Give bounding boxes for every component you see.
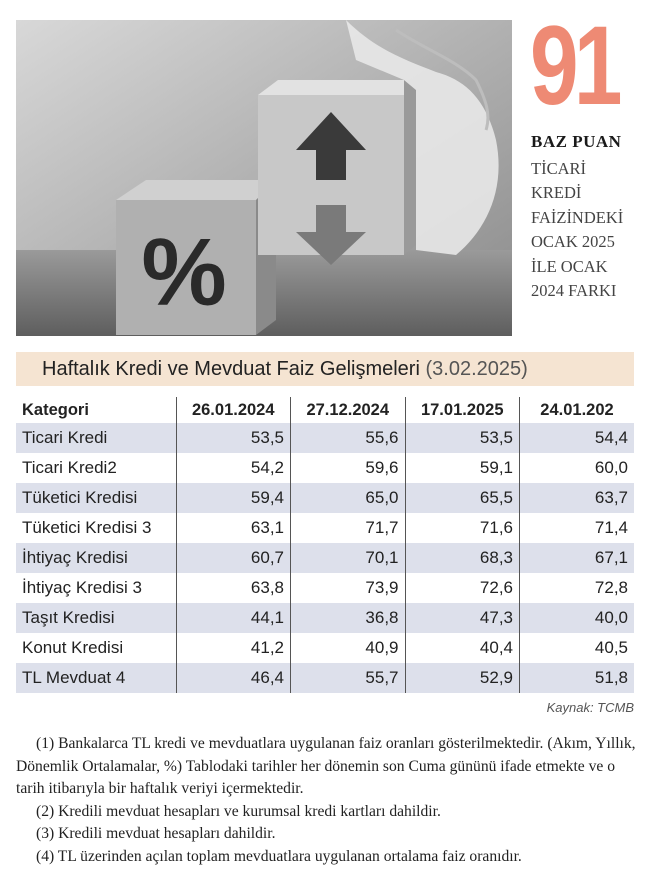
table-row: Tüketici Kredisi 59,4 65,0 65,5 63,7 bbox=[16, 483, 634, 513]
rate-cell: 63,8 bbox=[175, 573, 291, 603]
rate-cell: 60,7 bbox=[175, 543, 291, 573]
row-category: İhtiyaç Kredisi bbox=[16, 543, 176, 573]
table-row: Taşıt Kredisi 44,1 36,8 47,3 40,0 bbox=[16, 603, 634, 633]
rate-cell: 60,0 bbox=[519, 453, 634, 483]
row-category: Tüketici Kredisi bbox=[16, 483, 176, 513]
rate-cell: 67,1 bbox=[519, 543, 634, 573]
row-category: Ticari Kredi bbox=[16, 423, 176, 453]
rate-cell: 68,3 bbox=[404, 543, 520, 573]
rate-cell: 55,6 bbox=[290, 423, 405, 453]
rate-cell: 53,5 bbox=[175, 423, 291, 453]
caption-line: 2024 FARKI bbox=[531, 281, 617, 301]
table-title: Haftalık Kredi ve Mevduat Faiz Gelişmele… bbox=[42, 358, 420, 380]
table-row: İhtiyaç Kredisi 60,7 70,1 68,3 67,1 bbox=[16, 543, 634, 573]
column-header: 26.01.2024 bbox=[175, 397, 291, 423]
table-row: İhtiyaç Kredisi 3 63,8 73,9 72,6 72,8 bbox=[16, 573, 634, 603]
rate-cell: 65,5 bbox=[404, 483, 520, 513]
rate-cell: 73,9 bbox=[290, 573, 405, 603]
rate-cell: 44,1 bbox=[175, 603, 291, 633]
table-row: Ticari Kredi2 54,2 59,6 59,1 60,0 bbox=[16, 453, 634, 483]
rate-cell: 72,8 bbox=[519, 573, 634, 603]
column-header: 27.12.2024 bbox=[290, 397, 405, 423]
rate-cell: 52,9 bbox=[404, 663, 520, 693]
rate-cell: 46,4 bbox=[175, 663, 291, 693]
rate-cell: 71,7 bbox=[290, 513, 405, 543]
rate-cell: 40,0 bbox=[519, 603, 634, 633]
footnote-4: (4) TL üzerinden açılan toplam mevduatla… bbox=[36, 847, 522, 865]
row-category: Tüketici Kredisi 3 bbox=[22, 518, 152, 537]
source-credit: Kaynak: TCMB bbox=[546, 700, 634, 715]
rate-cell: 65,0 bbox=[290, 483, 405, 513]
rate-cell: 41,2 bbox=[175, 633, 291, 663]
rate-cell: 55,7 bbox=[290, 663, 405, 693]
row-category: Ticari Kredi2 bbox=[22, 458, 117, 477]
arrow-down-icon bbox=[296, 205, 366, 265]
caption-line: İLE OCAK bbox=[531, 256, 608, 276]
row-category: Konut Kredisi bbox=[22, 638, 124, 657]
rate-cell: 59,1 bbox=[404, 453, 520, 483]
row-category: Taşıt Kredisi bbox=[16, 603, 176, 633]
column-header: 17.01.2025 bbox=[404, 397, 520, 423]
table-title-bar: Haftalık Kredi ve Mevduat Faiz Gelişmele… bbox=[16, 352, 634, 386]
caption-line: KREDİ bbox=[531, 183, 582, 203]
footnote-3: (3) Kredili mevduat hesapları dahildir. bbox=[36, 825, 276, 842]
footnotes: (1) Bankalarca TL kredi ve mevduatlara u… bbox=[16, 733, 646, 868]
rate-cell: 72,6 bbox=[404, 573, 520, 603]
table-row: Tüketici Kredisi 3 63,1 71,7 71,6 71,4 bbox=[16, 513, 634, 543]
table-row: Konut Kredisi 41,2 40,9 40,4 40,5 bbox=[16, 633, 634, 663]
percent-symbol: % bbox=[141, 219, 226, 326]
rate-cell: 70,1 bbox=[290, 543, 405, 573]
caption-line: OCAK 2025 bbox=[531, 232, 615, 252]
arrow-up-icon bbox=[296, 112, 366, 180]
table-header-row: Kategori 26.01.2024 27.12.2024 17.01.202… bbox=[16, 397, 634, 423]
rate-cell: 63,7 bbox=[519, 483, 634, 513]
rate-cell: 59,4 bbox=[175, 483, 291, 513]
rate-cell: 36,8 bbox=[290, 603, 405, 633]
row-category: İhtiyaç Kredisi 3 bbox=[22, 578, 142, 597]
table-row: Ticari Kredi 53,5 55,6 53,5 54,4 bbox=[16, 423, 634, 453]
rate-cell: 71,4 bbox=[519, 513, 634, 543]
table-title-date: (3.02.2025) bbox=[425, 358, 528, 380]
table-row: TL Mevduat 4 46,4 55,7 52,9 51,8 bbox=[16, 663, 634, 693]
caption-line: TİCARİ bbox=[531, 159, 586, 178]
rate-cell: 53,5 bbox=[404, 423, 520, 453]
footnote-1: (1) Bankalarca TL kredi ve mevduatlara u… bbox=[16, 735, 636, 797]
rate-cell: 54,2 bbox=[175, 453, 291, 483]
rate-cell: 40,4 bbox=[404, 633, 520, 663]
rate-cell: 63,1 bbox=[175, 513, 291, 543]
rate-cell: 40,5 bbox=[519, 633, 634, 663]
row-category: TL Mevduat 4 bbox=[16, 663, 176, 693]
column-header: 24.01.202 bbox=[519, 397, 634, 423]
column-header: Kategori bbox=[22, 400, 89, 419]
footnote-2: (2) Kredili mevduat hesapları ve kurumsa… bbox=[36, 802, 441, 820]
caption-line: FAİZİNDEKİ bbox=[531, 207, 624, 227]
rate-cell: 59,6 bbox=[290, 453, 405, 483]
rate-cell: 40,9 bbox=[290, 633, 405, 663]
highlight-caption: TİCARİ KREDİ FAİZİNDEKİ OCAK 2025 İLE OC… bbox=[531, 157, 656, 303]
highlight-number: 91 bbox=[530, 3, 622, 128]
rates-table: Kategori 26.01.2024 27.12.2024 17.01.202… bbox=[16, 397, 634, 693]
highlight-unit: BAZ PUAN bbox=[531, 132, 622, 151]
rate-cell: 47,3 bbox=[404, 603, 520, 633]
rate-cell: 71,6 bbox=[404, 513, 520, 543]
hero-photo: % bbox=[16, 20, 512, 336]
rate-cell: 54,4 bbox=[519, 423, 634, 453]
rate-cell: 51,8 bbox=[519, 663, 634, 693]
